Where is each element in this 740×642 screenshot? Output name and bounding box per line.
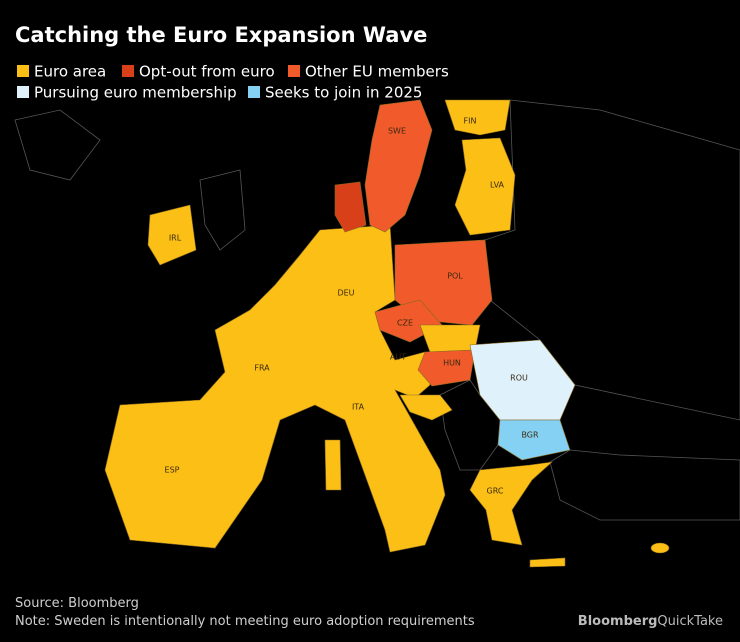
country-shape bbox=[334, 181, 367, 233]
legend-swatch bbox=[288, 65, 300, 77]
country-shape bbox=[497, 419, 571, 461]
legend-label: Seeks to join in 2025 bbox=[265, 84, 422, 102]
legend-label: Euro area bbox=[34, 63, 106, 81]
legend-label: Pursuing euro membership bbox=[34, 84, 237, 102]
country-label: IRL bbox=[169, 234, 182, 243]
legend-label: Opt-out from euro bbox=[139, 63, 275, 81]
country-label: ROU bbox=[510, 374, 528, 383]
legend-swatch bbox=[17, 86, 29, 98]
country-shape bbox=[469, 461, 553, 546]
title: Catching the Euro Expansion Wave bbox=[15, 23, 427, 47]
country-shape bbox=[417, 349, 476, 387]
country-label: FIN bbox=[464, 117, 477, 126]
country-shape bbox=[324, 439, 342, 491]
country-label: LVA bbox=[490, 181, 505, 190]
brand: BloombergQuickTake bbox=[578, 614, 723, 629]
land bbox=[199, 169, 246, 251]
country-label: ESP bbox=[165, 466, 180, 475]
country-shape bbox=[364, 99, 433, 233]
legend-swatch bbox=[17, 65, 29, 77]
country-label: SWE bbox=[388, 127, 406, 136]
note: Note: Sweden is intentionally not meetin… bbox=[15, 614, 475, 629]
legend: Euro area Opt-out from euro Other EU membe… bbox=[17, 63, 449, 102]
country-label: BGR bbox=[521, 431, 539, 440]
brand-light: QuickTake bbox=[657, 614, 723, 629]
land bbox=[549, 449, 740, 521]
country-shape bbox=[147, 204, 197, 266]
map: SWE FIN LVA IRL DEU POL CZE FRA AUT HUN … bbox=[14, 99, 740, 568]
country-shape bbox=[399, 394, 453, 421]
country-label: POL bbox=[447, 272, 463, 281]
country-label: HUN bbox=[443, 359, 461, 368]
legend-swatch bbox=[248, 86, 260, 98]
country-shape bbox=[104, 224, 446, 553]
country-shape bbox=[444, 99, 511, 136]
country-label: DEU bbox=[337, 289, 354, 298]
country-shape bbox=[650, 542, 670, 554]
country-label: GRC bbox=[487, 487, 504, 496]
country-shape bbox=[529, 557, 566, 568]
country-shape bbox=[454, 137, 516, 236]
country-label: FRA bbox=[254, 364, 270, 373]
source: Source: Bloomberg bbox=[15, 596, 139, 611]
brand-bold: Bloomberg bbox=[578, 614, 658, 629]
country-label: CZE bbox=[397, 319, 413, 328]
legend-label: Other EU members bbox=[305, 63, 449, 81]
country-label: AUT bbox=[390, 353, 406, 362]
country-label: ITA bbox=[352, 403, 365, 412]
legend-swatch bbox=[122, 65, 134, 77]
land bbox=[14, 109, 101, 181]
